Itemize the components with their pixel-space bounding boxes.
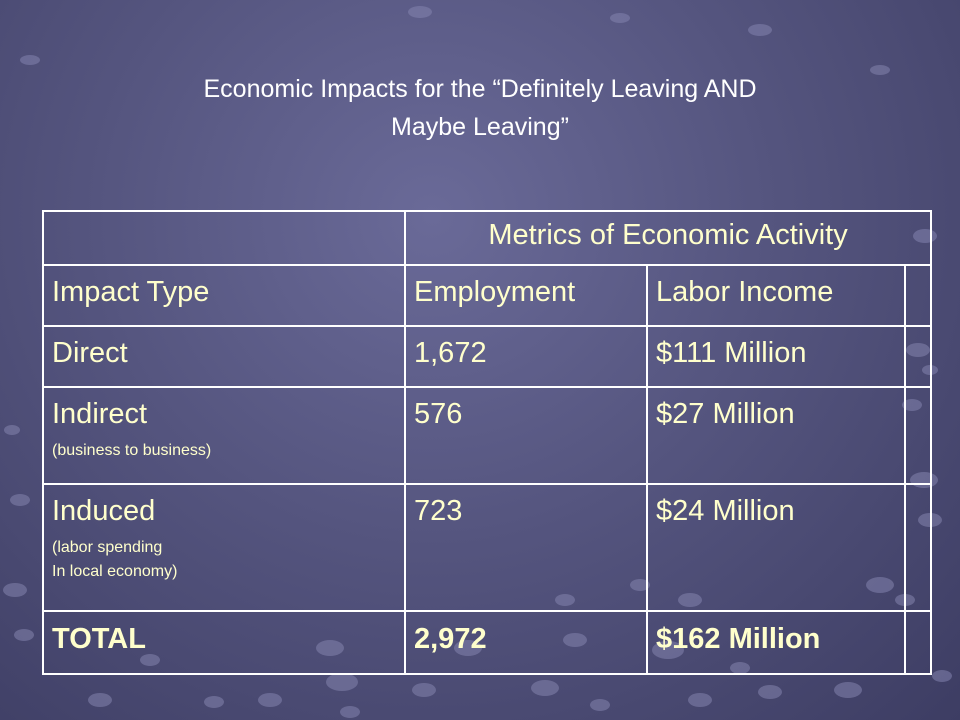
total-labor-income-cell: $162 Million: [646, 610, 906, 675]
column-header-labor-income: Labor Income: [646, 264, 906, 327]
metrics-group-header: Metrics of Economic Activity: [403, 210, 933, 266]
employment-cell: 576: [404, 386, 648, 485]
impact-type-cell: Indirect (business to business): [42, 386, 406, 485]
impact-type-cell: Induced (labor spending In local economy…: [42, 483, 406, 612]
total-employment-cell: 2,972: [404, 610, 648, 675]
column-header-impact-type: Impact Type: [42, 264, 406, 327]
impact-type-label: Direct: [52, 337, 128, 369]
table-spacer-cell: [903, 483, 933, 612]
column-header-row: Impact Type Employment Labor Income: [42, 264, 933, 327]
table-row: Indirect (business to business) 576 $27 …: [42, 386, 933, 485]
impact-type-note: (labor spending: [52, 539, 163, 556]
table-corner-cell: [42, 210, 406, 266]
table-spacer-cell: [903, 610, 933, 675]
economic-impacts-table: Metrics of Economic Activity Impact Type…: [42, 210, 933, 675]
impact-type-note: In local economy): [52, 563, 178, 580]
table-spacer-cell: [903, 325, 933, 388]
labor-income-cell: $27 Million: [646, 386, 906, 485]
impact-type-label: Induced: [52, 495, 156, 527]
impact-type-label: Indirect: [52, 398, 148, 430]
total-label-cell: TOTAL: [42, 610, 406, 675]
employment-cell: 1,672: [404, 325, 648, 388]
table-spacer-cell: [903, 264, 933, 327]
table-spacer-cell: [903, 386, 933, 485]
column-header-employment: Employment: [404, 264, 648, 327]
slide-title-line-1: Economic Impacts for the “Definitely Lea…: [203, 75, 757, 103]
table-row: Induced (labor spending In local economy…: [42, 483, 933, 612]
employment-cell: 723: [404, 483, 648, 612]
impact-type-note: (business to business): [52, 442, 212, 459]
labor-income-cell: $111 Million: [646, 325, 906, 388]
table-header-row: Metrics of Economic Activity: [42, 210, 933, 266]
impact-type-cell: Direct: [42, 325, 406, 388]
total-row: TOTAL 2,972 $162 Million: [42, 610, 933, 675]
table-row: Direct 1,672 $111 Million: [42, 325, 933, 388]
slide-title: Economic Impacts for the “Definitely Lea…: [80, 70, 880, 146]
slide-title-line-2: Maybe Leaving”: [391, 113, 569, 141]
labor-income-cell: $24 Million: [646, 483, 906, 612]
